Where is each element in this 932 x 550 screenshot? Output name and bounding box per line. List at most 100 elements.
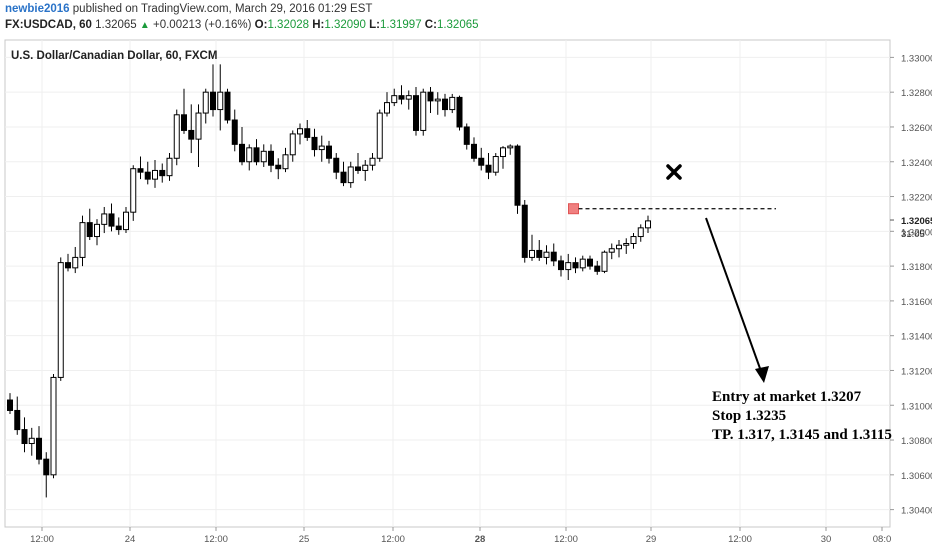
- y-tick-label: 1.33000: [901, 53, 932, 64]
- candle-up: [217, 91, 224, 111]
- candle-down: [43, 458, 50, 476]
- candle-down: [7, 399, 13, 411]
- candle-up: [391, 95, 398, 104]
- candle-up: [420, 91, 427, 131]
- candle-up: [507, 145, 514, 149]
- candle-up: [434, 98, 441, 102]
- candle-down: [355, 166, 361, 171]
- candle-down: [115, 225, 122, 231]
- candle-up: [260, 150, 267, 163]
- y-tick-label: 1.31200: [901, 366, 932, 377]
- candle-up: [282, 154, 289, 170]
- x-tick-label: 12:00: [728, 534, 752, 545]
- candle-up: [630, 236, 637, 244]
- candle-up: [500, 147, 506, 158]
- candle-down: [572, 262, 579, 269]
- candles: [7, 64, 651, 498]
- x-tick-label: 12:00: [30, 534, 54, 545]
- candle-down: [86, 222, 93, 238]
- plot-area[interactable]: [4, 39, 891, 528]
- candle-up: [369, 157, 376, 166]
- candle-down: [268, 150, 274, 166]
- candle-up: [565, 262, 572, 271]
- candle-down: [159, 169, 166, 177]
- chart-title: U.S. Dollar/Canadian Dollar, 60, FXCM: [11, 50, 217, 62]
- high-value: 1.32090: [324, 19, 366, 31]
- y-tick-label: 1.32000: [901, 227, 932, 238]
- annotation-line-tp: TP. 1.317, 1.3145 and 1.3115: [712, 427, 892, 443]
- y-tick-label: 1.30400: [901, 506, 932, 517]
- publish-info: published on TradingView.com, March 29, …: [72, 3, 373, 15]
- grid: [5, 40, 890, 527]
- candle-down: [137, 168, 144, 173]
- candle-down: [521, 204, 528, 258]
- candle-down: [587, 258, 593, 267]
- candle-up: [318, 145, 325, 151]
- x-tick-label: 30: [821, 534, 832, 545]
- candle-down: [21, 429, 28, 445]
- candle-up: [362, 164, 369, 171]
- candle-up: [57, 262, 64, 378]
- x-tick-label: 24: [125, 534, 136, 545]
- entry-marker: [568, 203, 579, 215]
- candle-down: [471, 143, 477, 159]
- candle-up: [130, 168, 137, 213]
- candle-down: [311, 136, 318, 151]
- last-price: 1.32065: [95, 19, 137, 31]
- x-tick-label: 12:00: [554, 534, 578, 545]
- candle-up: [28, 437, 35, 445]
- candle-up: [529, 249, 535, 258]
- candle-up: [152, 169, 158, 180]
- author-link[interactable]: newbie2016: [5, 3, 70, 15]
- annotation-line-entry: Entry at market 1.3207: [712, 389, 862, 405]
- price-axis[interactable]: 1.30400 1.30600 1.30800 1.31000 1.31200 1.314…: [890, 53, 932, 517]
- arrow-head-icon: [755, 366, 769, 383]
- candle-down: [239, 143, 245, 163]
- candle-down: [304, 128, 311, 138]
- down-arrow-line: [705, 217, 763, 375]
- candle-down: [558, 260, 564, 271]
- candle-down: [340, 171, 347, 184]
- candle-up: [297, 128, 303, 135]
- candle-up: [289, 133, 296, 156]
- candle-down: [253, 147, 260, 163]
- candle-down: [550, 251, 557, 262]
- candle-up: [645, 220, 651, 229]
- candle-down: [188, 129, 195, 140]
- candle-down: [485, 164, 492, 173]
- candle-down: [275, 164, 282, 170]
- candle-down: [478, 157, 485, 166]
- candle-down: [36, 437, 42, 460]
- candle-down: [594, 265, 601, 272]
- candle-up: [608, 248, 615, 253]
- candle-down: [333, 157, 340, 173]
- x-tick-label: 28: [475, 534, 486, 545]
- low-label: L:: [369, 19, 381, 31]
- open-label: O:: [254, 19, 268, 31]
- y-tick-label: 1.32600: [901, 123, 932, 134]
- quote-line: FX:USDCAD, 60 1.32065 ▲ +0.00213 (+0.16%…: [5, 19, 479, 31]
- candle-up: [347, 166, 354, 184]
- x-tick-label: 08:0: [873, 534, 892, 545]
- candle-up: [405, 95, 412, 100]
- candle-down: [326, 145, 332, 159]
- candle-up: [202, 91, 209, 114]
- close-label: C:: [424, 19, 437, 31]
- candle-down: [210, 91, 216, 111]
- candle-up: [384, 102, 390, 114]
- annotation-line-stop: Stop 1.3235: [712, 408, 787, 424]
- drawings: [568, 164, 776, 383]
- candle-up: [72, 256, 79, 269]
- candle-down: [442, 98, 448, 111]
- price-tag: 1.32065: [901, 216, 932, 227]
- candle-down: [14, 409, 21, 431]
- y-tick-label: 1.32800: [901, 88, 932, 99]
- candle-down: [514, 145, 521, 206]
- candle-down: [65, 262, 71, 269]
- time-axis[interactable]: 12:00 24 12:00 25 12:00 28 12:00 29 12:00 30 08:0: [30, 527, 891, 545]
- candle-up: [376, 112, 383, 159]
- candle-up: [173, 114, 180, 159]
- candle-down: [427, 91, 434, 102]
- y-tick-label: 1.32400: [901, 158, 932, 169]
